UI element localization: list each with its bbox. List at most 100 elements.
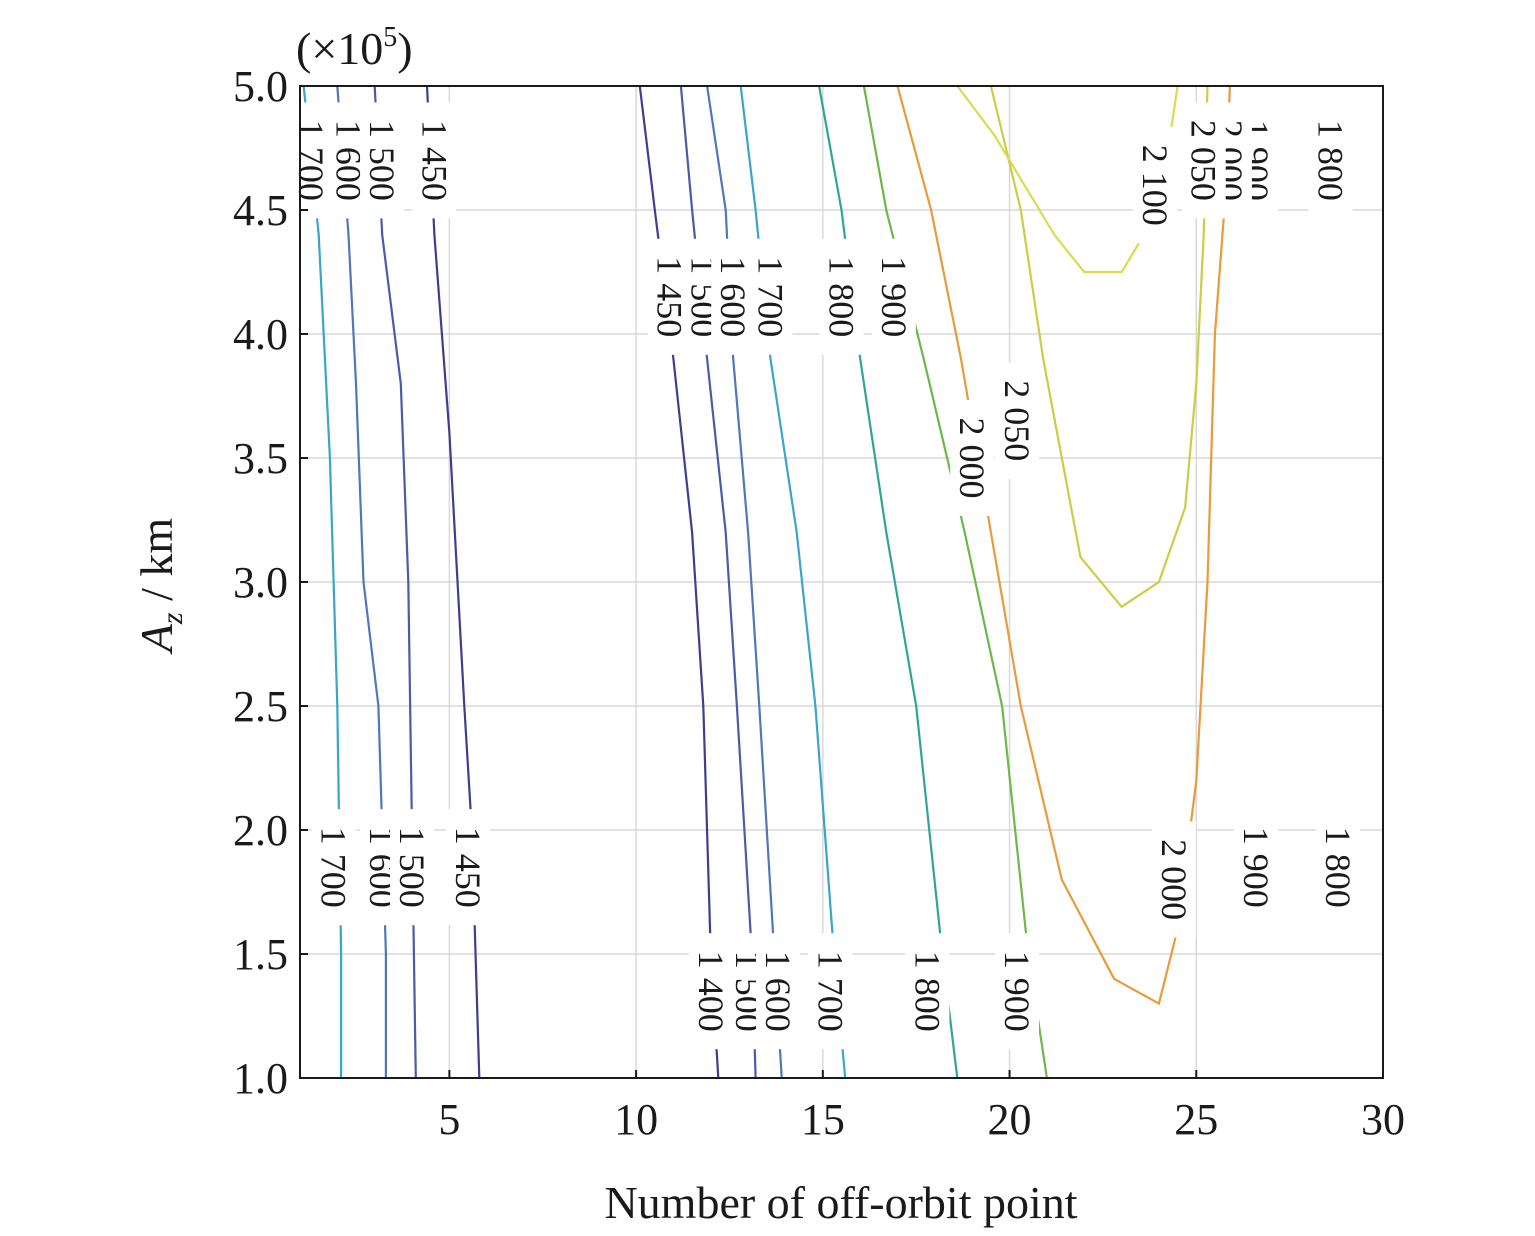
contour-label-bg xyxy=(311,809,356,926)
contour-label-2100-13-0: 2 100 xyxy=(1133,127,1178,244)
contour-label-1500-2-1: 1 500 xyxy=(390,809,434,926)
contour-label-text: 1 500 xyxy=(362,120,402,201)
contour-label-text: 1 900 xyxy=(1236,827,1276,908)
axis-ticks: 5 10 15 20 25 30 1.0 1.5 2.0 2.5 3.0 3.5 4.0 4.5 5.0 xyxy=(233,62,1405,1144)
contour-label-bg xyxy=(647,238,692,355)
x-tick-label-5: 30 xyxy=(1361,1095,1405,1144)
contour-label-bg xyxy=(756,933,800,1050)
x-axis-title: Number of off-orbit point xyxy=(604,1177,1077,1228)
y-tick-label-4: 3.0 xyxy=(233,558,288,607)
y-multiplier-exponent: 5 xyxy=(383,22,397,53)
contour-label-1500-2-0: 1 500 xyxy=(360,102,405,219)
contour-label-1900-10-0: 1 900 xyxy=(871,238,916,355)
contour-line-2000-11 xyxy=(896,85,1231,1006)
contour-label-text: 1 700 xyxy=(291,120,331,201)
y-tick-label-0: 1.0 xyxy=(233,1054,288,1103)
contour-label-1700-0-1: 1 700 xyxy=(311,809,356,926)
y-tick-label-5: 3.5 xyxy=(233,434,288,483)
contour-label-1700-8-1: 1 700 xyxy=(808,933,853,1050)
x-tick-label-3: 20 xyxy=(988,1095,1032,1144)
contour-label-bg xyxy=(688,933,733,1050)
contour-label-bg xyxy=(711,238,756,355)
contour-label-bg xyxy=(412,102,457,219)
y-axis-title: Az / km xyxy=(131,518,189,656)
x-tick-label-4: 25 xyxy=(1174,1095,1218,1144)
y-tick-label-3: 2.5 xyxy=(233,682,288,731)
contour-label-1450-3-1: 1 450 xyxy=(446,809,491,926)
contour-label-text: 1 700 xyxy=(314,827,354,908)
contour-label-bg xyxy=(390,809,434,926)
contour-label-text: 1 400 xyxy=(691,951,731,1032)
contour-label-1800-9-2: 1 800 xyxy=(1308,102,1353,219)
contour-label-1400-5-0: 1 400 xyxy=(688,933,733,1050)
x-tick-label-0: 5 xyxy=(438,1095,460,1144)
contour-label-1900-10-3: 1 900 xyxy=(1234,809,1278,926)
contour-label-1450-3-0: 1 450 xyxy=(412,102,457,219)
contour-label-text: 1 900 xyxy=(997,951,1037,1032)
contour-label-bg xyxy=(950,400,995,516)
contour-label-text: 1 800 xyxy=(1318,827,1358,908)
contour-label-1800-9-3: 1 800 xyxy=(1316,809,1361,926)
contour-label-1700-8-0: 1 700 xyxy=(748,238,793,355)
contour-label-bg xyxy=(360,102,405,219)
contour-label-text: 1 700 xyxy=(751,256,791,337)
y-tick-label-7: 4.5 xyxy=(233,186,288,235)
y-tick-label-6: 4.0 xyxy=(233,310,288,359)
contour-label-text: 1 500 xyxy=(392,827,432,908)
y-axis-title-unit: / km xyxy=(131,518,182,613)
contour-label-bg xyxy=(819,238,864,355)
contour-label-2050-12-1: 2 050 xyxy=(1181,102,1226,219)
x-tick-label-2: 15 xyxy=(801,1095,845,1144)
contour-label-text: 2 000 xyxy=(952,418,992,499)
contour-label-text: 2 050 xyxy=(997,380,1037,461)
contour-label-text: 1 800 xyxy=(822,256,862,337)
contour-line-1600-1 xyxy=(336,85,387,1078)
y-axis-title-sub: z xyxy=(156,612,189,625)
contour-label-2050-12-0: 2 050 xyxy=(995,362,1039,479)
contour-label-1600-7-1: 1 600 xyxy=(756,933,800,1050)
contour-label-text: 1 600 xyxy=(758,951,798,1032)
contour-label-bg xyxy=(995,362,1039,479)
contour-label-1800-9-0: 1 800 xyxy=(819,238,864,355)
contour-label-2000-11-0: 2 000 xyxy=(950,400,995,516)
contour-label-text: 1 450 xyxy=(448,827,488,908)
y-axis-title-var: A xyxy=(131,623,182,655)
contour-label-1600-7-0: 1 600 xyxy=(711,238,756,355)
contour-label-text: 1 450 xyxy=(414,120,454,201)
y-multiplier: (×105) xyxy=(296,22,413,74)
contour-label-text: 2 000 xyxy=(1154,839,1194,920)
contour-label-bg xyxy=(1308,102,1353,219)
contour-label-bg xyxy=(748,238,793,355)
contour-label-1900-10-1: 1 900 xyxy=(995,933,1039,1050)
y-tick-label-2: 2.0 xyxy=(233,806,288,855)
contour-label-bg xyxy=(1151,821,1196,938)
contour-label-text: 1 800 xyxy=(1311,120,1351,201)
y-tick-label-8: 5.0 xyxy=(233,62,288,111)
contour-label-text: 1 800 xyxy=(907,951,947,1032)
contour-label-text: 2 100 xyxy=(1135,145,1175,226)
contour-label-text: 1 900 xyxy=(874,256,914,337)
contour-label-2000-11-1: 2 000 xyxy=(1151,821,1196,938)
contour-label-bg xyxy=(808,933,853,1050)
contour-label-bg xyxy=(326,102,371,219)
contour-label-text: 1 600 xyxy=(713,256,753,337)
contour-label-bg xyxy=(446,809,491,926)
contour-label-bg xyxy=(1181,102,1226,219)
contour-label-bg xyxy=(1234,809,1278,926)
x-tick-label-1: 10 xyxy=(614,1095,658,1144)
contour-label-bg xyxy=(1316,809,1361,926)
y-multiplier-base: (×10 xyxy=(296,23,383,74)
y-multiplier-close: ) xyxy=(397,23,412,74)
contour-line-2050-12 xyxy=(989,85,1209,609)
contour-label-text: 1 700 xyxy=(810,951,850,1032)
contour-label-text: 2 050 xyxy=(1184,120,1224,201)
contour-label-bg xyxy=(1133,127,1178,244)
contour-label-1800-9-1: 1 800 xyxy=(905,933,950,1050)
contour-label-bg xyxy=(871,238,916,355)
grid-lines xyxy=(300,86,1383,1078)
contour-label-bg xyxy=(995,933,1039,1050)
contour-label-bg xyxy=(905,933,950,1050)
y-tick-label-1: 1.5 xyxy=(233,930,288,979)
